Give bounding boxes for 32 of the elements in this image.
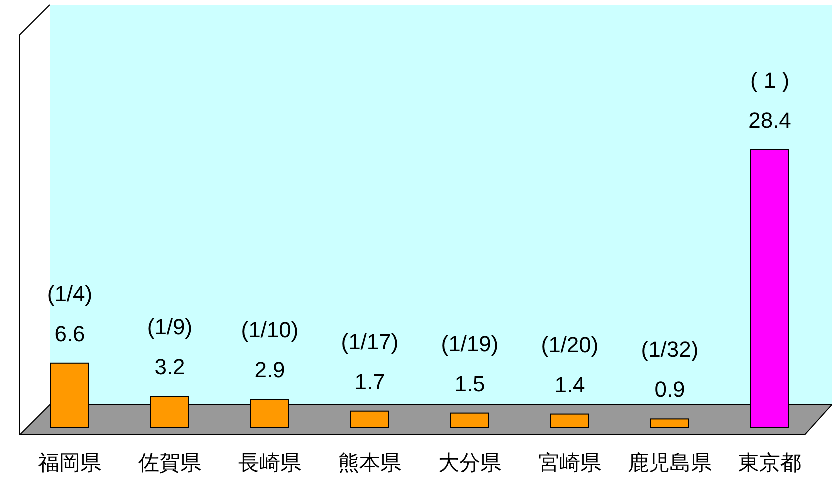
x-tick-label: 東京都 [738,452,802,475]
annotation: (1/32) [641,337,699,362]
annotation: (1/4) [47,281,93,306]
annotation: (1/19) [441,331,499,356]
bar [150,396,190,428]
data-label: 6.6 [54,321,86,346]
bar [750,150,790,428]
bar [450,412,490,428]
x-tick-label: 鹿児島県 [628,452,712,475]
data-label: 1.7 [354,369,386,394]
x-tick-label: 長崎県 [238,452,302,475]
data-label: 3.2 [154,354,186,380]
annotation: ( 1 ) [750,68,790,93]
x-tick-label: 宮崎県 [538,452,602,475]
bar [50,362,90,428]
bar [250,399,290,428]
bar [350,410,390,428]
data-label: 1.5 [454,371,486,396]
annotation: (1/20) [541,332,599,358]
x-tick-label: 大分県 [438,452,502,475]
bar [650,418,690,428]
x-tick-label: 佐賀県 [138,452,202,475]
bar [550,414,590,428]
data-label: 0.9 [654,377,686,402]
x-tick-label: 熊本県 [338,452,402,475]
x-tick-label: 福岡県 [38,452,102,475]
data-label: 1.4 [554,372,586,398]
annotation: (1/9) [147,314,193,340]
data-label: 2.9 [254,358,286,383]
annotation: (1/10) [241,318,299,343]
data-label: 28.4 [748,108,792,133]
annotation: (1/17) [341,329,399,354]
